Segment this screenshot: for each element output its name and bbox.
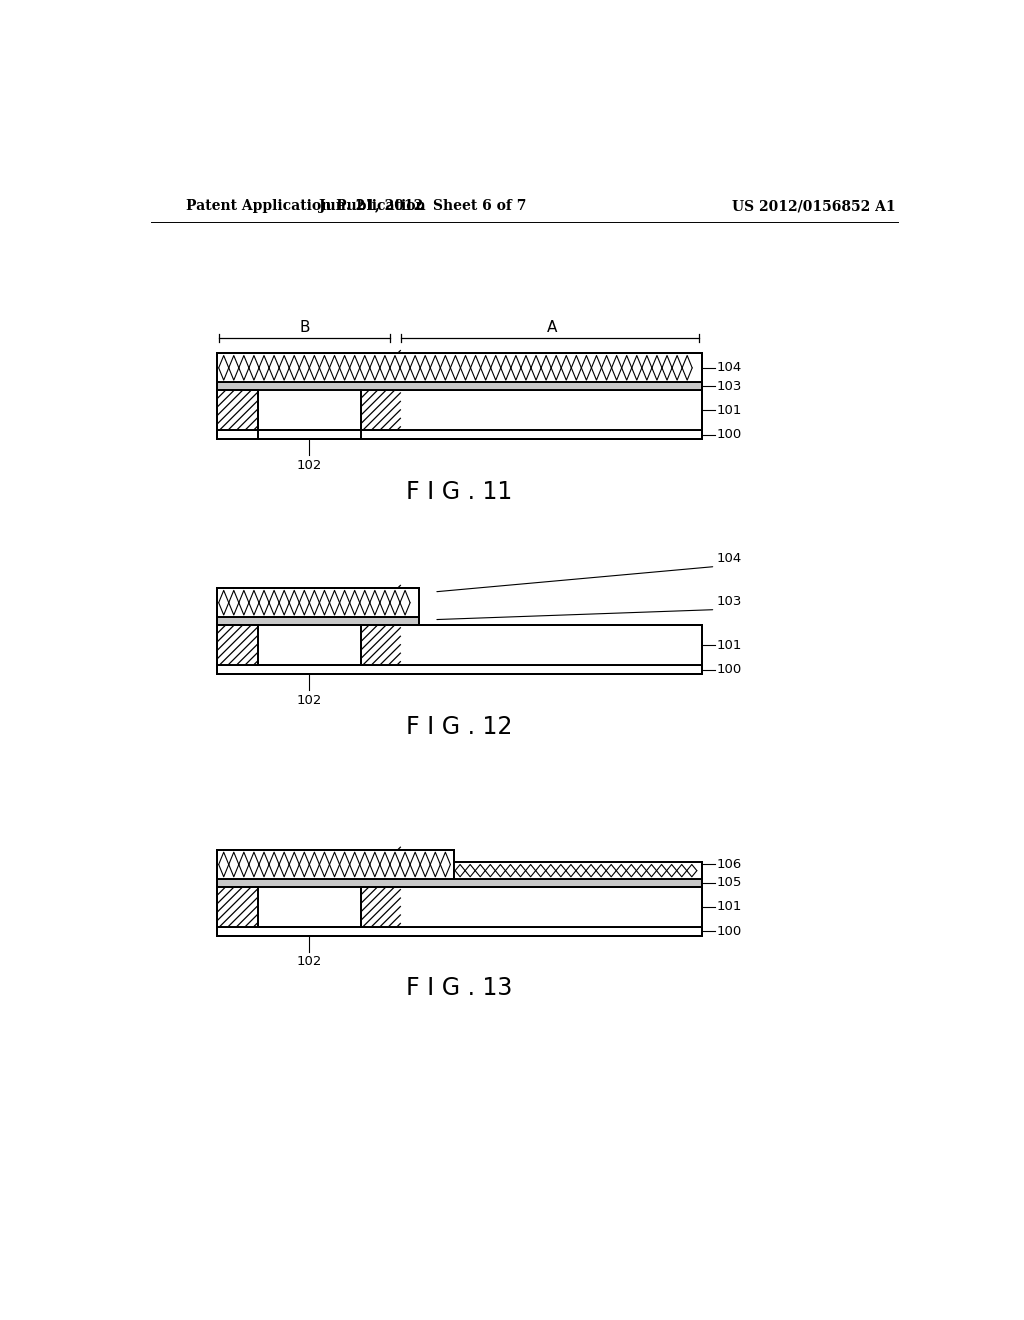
Text: 105: 105 — [717, 876, 742, 890]
Text: 101: 101 — [717, 639, 742, 652]
Text: 102: 102 — [297, 956, 322, 969]
Bar — [454, 862, 701, 879]
Bar — [217, 430, 701, 440]
Text: 101: 101 — [717, 900, 742, 913]
Text: 102: 102 — [297, 693, 322, 706]
Bar — [217, 383, 701, 391]
Text: 106: 106 — [717, 858, 742, 871]
Text: Jun. 21, 2012  Sheet 6 of 7: Jun. 21, 2012 Sheet 6 of 7 — [318, 199, 526, 213]
Text: 103: 103 — [717, 595, 742, 609]
Bar — [217, 618, 419, 626]
Text: A: A — [547, 319, 557, 335]
Text: 104: 104 — [717, 552, 742, 565]
Text: US 2012/0156852 A1: US 2012/0156852 A1 — [732, 199, 896, 213]
Text: 100: 100 — [717, 663, 742, 676]
Bar — [360, 626, 701, 665]
Bar — [217, 354, 701, 383]
Bar — [360, 887, 701, 927]
Text: 102: 102 — [297, 459, 322, 471]
Text: F I G . 13: F I G . 13 — [407, 977, 512, 1001]
Text: 103: 103 — [717, 380, 742, 393]
Bar — [217, 927, 701, 936]
Bar — [217, 850, 454, 879]
Bar — [217, 879, 701, 887]
Text: F I G . 12: F I G . 12 — [407, 714, 512, 739]
Text: B: B — [299, 319, 309, 335]
Bar — [217, 665, 701, 675]
Text: 101: 101 — [717, 404, 742, 417]
Bar — [217, 887, 258, 927]
Bar — [217, 391, 258, 430]
Text: 104: 104 — [717, 362, 742, 375]
Text: 100: 100 — [717, 428, 742, 441]
Text: Patent Application Publication: Patent Application Publication — [186, 199, 426, 213]
Bar — [217, 626, 258, 665]
Bar — [217, 589, 419, 618]
Text: F I G . 11: F I G . 11 — [407, 479, 512, 504]
Text: 100: 100 — [717, 925, 742, 939]
Bar — [360, 391, 701, 430]
